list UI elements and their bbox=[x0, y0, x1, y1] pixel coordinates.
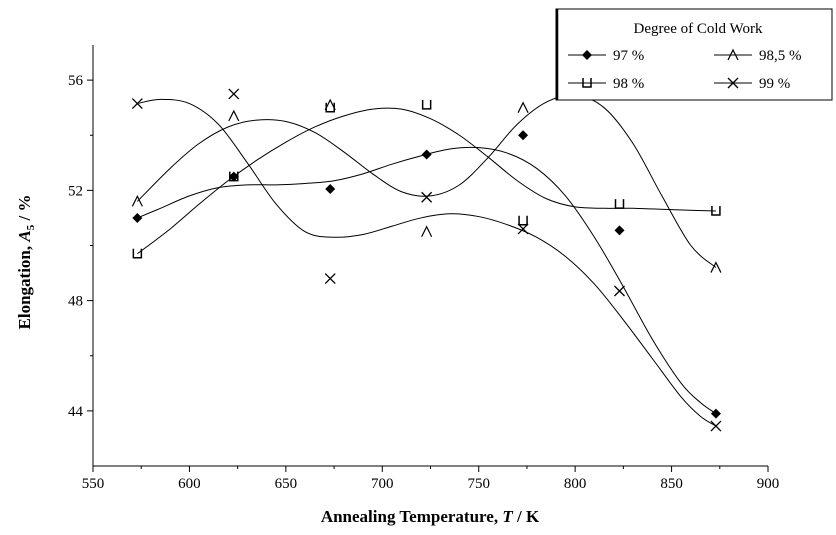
legend-entry: 99 % bbox=[714, 76, 790, 92]
data-point-diamond bbox=[132, 212, 143, 223]
legend-label: 97 % bbox=[613, 48, 644, 64]
x-axis-title: Annealing Temperature, T / K bbox=[321, 507, 540, 526]
legend-label: 98 % bbox=[613, 76, 644, 92]
x-tick-label: 850 bbox=[660, 476, 683, 492]
data-point-caret bbox=[710, 261, 722, 273]
y-tick-label: 56 bbox=[68, 73, 84, 89]
y-axis-title-sub: 5 bbox=[25, 224, 37, 230]
y-axis-title-var: A bbox=[15, 230, 34, 242]
data-point-diamond bbox=[614, 225, 625, 236]
legend-entries: 97 % 98 % 98,5 % 99 % bbox=[568, 48, 802, 92]
data-point-diamond bbox=[421, 149, 432, 160]
data-point-diamond bbox=[710, 408, 721, 419]
x-tick-label: 800 bbox=[564, 476, 587, 492]
legend-entry: 98 % bbox=[568, 76, 644, 92]
x-tick-label: 900 bbox=[757, 476, 780, 492]
legend-label: 99 % bbox=[759, 76, 790, 92]
axes: 550 600 650 700 750 800 850 900 44 48 52 56 bbox=[68, 45, 779, 492]
data-point-diamond bbox=[325, 183, 336, 194]
x-tick-label: 600 bbox=[178, 476, 201, 492]
legend-marker-caret bbox=[727, 48, 739, 61]
series-curve bbox=[137, 146, 717, 415]
x-tick-label: 700 bbox=[371, 476, 394, 492]
data-point-x bbox=[131, 98, 143, 110]
data-point-caret bbox=[131, 195, 143, 207]
data-point-caret bbox=[421, 225, 433, 237]
legend-label: 98,5 % bbox=[759, 48, 802, 64]
x-tick-label: 750 bbox=[467, 476, 490, 492]
data-point-u bbox=[518, 215, 528, 226]
series-caret bbox=[131, 94, 722, 273]
x-tick-label: 550 bbox=[82, 476, 105, 492]
data-point-diamond bbox=[518, 130, 529, 141]
data-point-caret bbox=[324, 98, 336, 111]
data-point-u bbox=[132, 248, 143, 259]
data-point-u bbox=[421, 99, 432, 110]
x-axis-title-var: T bbox=[502, 507, 513, 526]
x-axis-title-main: Annealing Temperature, bbox=[321, 507, 498, 526]
series-u bbox=[132, 99, 721, 259]
legend-entry: 97 % bbox=[568, 48, 644, 64]
data-point-u bbox=[229, 171, 239, 182]
y-tick-label: 48 bbox=[68, 294, 83, 310]
legend: Degree of Cold Work 97 % 98 % 98,5 % 99 % bbox=[555, 8, 833, 101]
data-point-x bbox=[324, 273, 336, 285]
x-tick-label: 650 bbox=[275, 476, 298, 492]
y-axis-title-unit: / % bbox=[15, 195, 34, 225]
y-tick-label: 52 bbox=[68, 183, 83, 199]
series-curve bbox=[137, 107, 716, 255]
data-point-u bbox=[614, 199, 625, 209]
legend-marker-diamond bbox=[582, 50, 592, 60]
legend-marker-u bbox=[582, 78, 592, 88]
data-point-caret bbox=[228, 109, 240, 122]
data-point-x bbox=[228, 88, 240, 100]
series-x bbox=[131, 88, 722, 432]
legend-title: Degree of Cold Work bbox=[634, 21, 763, 37]
data-point-x bbox=[710, 420, 722, 432]
data-point-x bbox=[614, 285, 625, 297]
data-point-x bbox=[517, 223, 529, 235]
series-curve bbox=[137, 94, 717, 268]
series-curve bbox=[137, 98, 717, 427]
legend-marker-x bbox=[727, 77, 739, 89]
y-axis-title: Elongation, A5 / % bbox=[15, 195, 37, 330]
data-point-u bbox=[325, 102, 335, 113]
legend-entry: 98,5 % bbox=[714, 48, 802, 64]
data-point-x bbox=[421, 191, 433, 203]
y-tick-label: 44 bbox=[68, 404, 84, 420]
series-layer bbox=[131, 88, 722, 432]
x-axis-title-unit: / K bbox=[513, 507, 540, 526]
data-point-u bbox=[711, 206, 721, 216]
y-axis-title-main: Elongation, bbox=[15, 246, 34, 330]
series-diamond bbox=[132, 130, 721, 419]
data-point-caret bbox=[517, 101, 529, 113]
